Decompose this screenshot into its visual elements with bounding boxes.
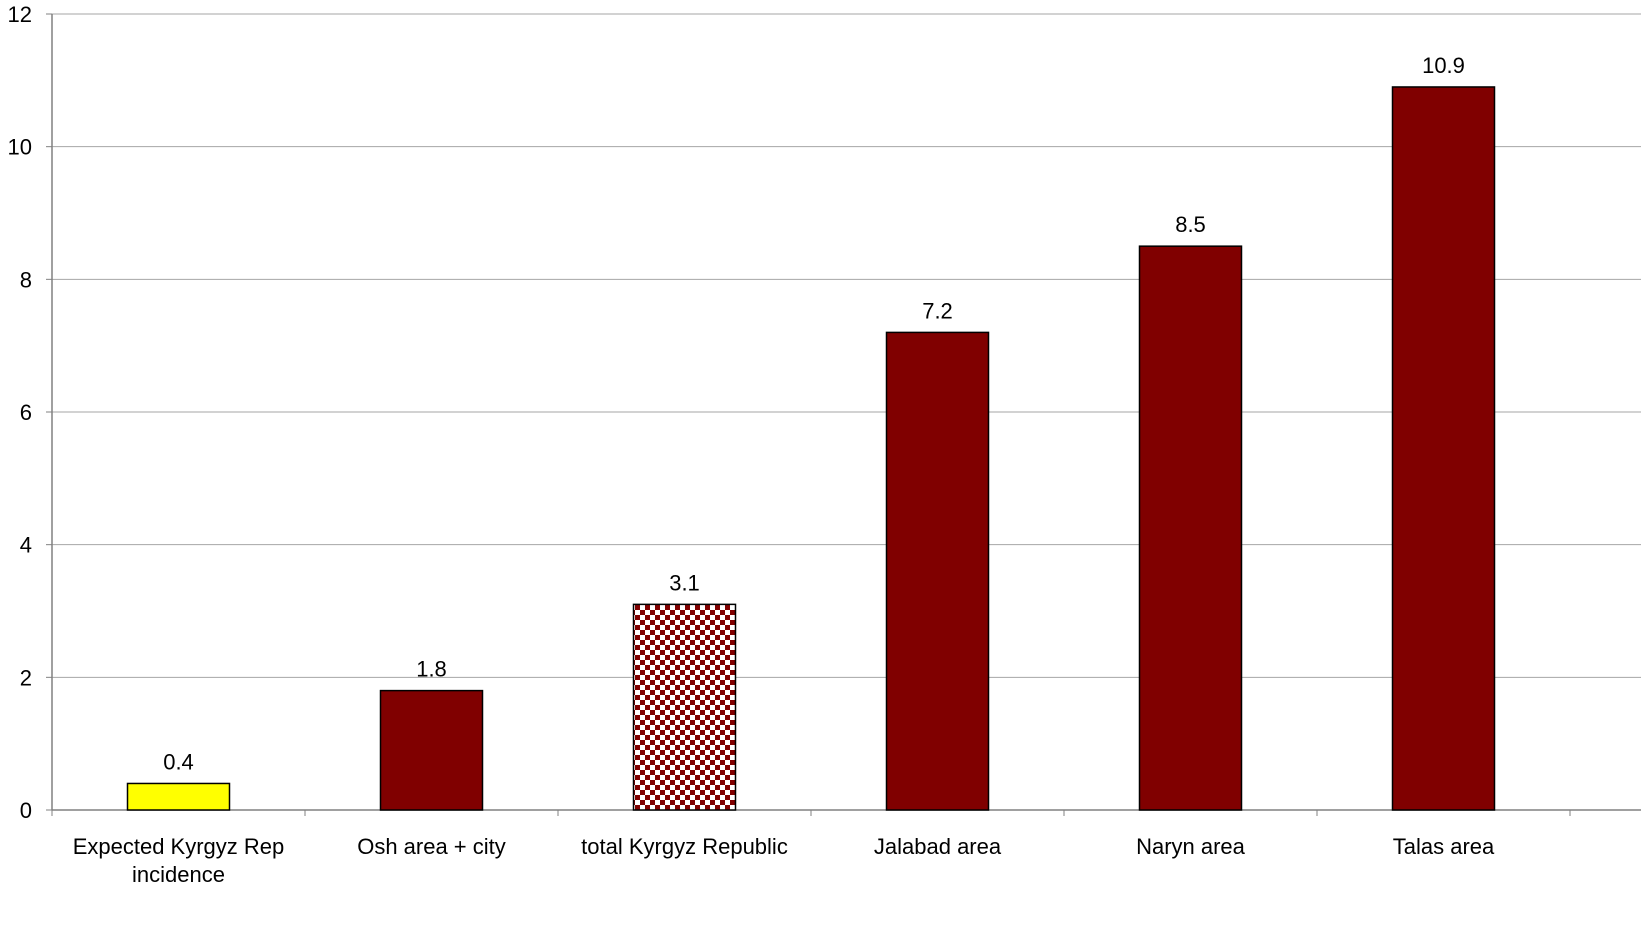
- y-tick-label: 6: [20, 400, 32, 425]
- x-category-label: Naryn area: [1136, 834, 1246, 859]
- y-tick-label: 10: [8, 135, 32, 160]
- bar: [1138, 245, 1243, 811]
- data-label: 3.1: [669, 570, 700, 595]
- bars: [126, 86, 1496, 811]
- y-tick-label: 12: [8, 2, 32, 27]
- x-category-label-line: Naryn area: [1136, 834, 1246, 859]
- labels: 0 2 4 6 8 10 12 0.4 Expected Kyrgyz Rep incidence…: [8, 2, 1495, 887]
- bar: [632, 603, 737, 811]
- data-label: 7.2: [922, 298, 953, 323]
- bar: [126, 782, 231, 811]
- x-category-label-line: incidence: [132, 862, 225, 887]
- x-category-label: Expected Kyrgyz Rep incidence: [73, 834, 285, 887]
- data-label: 0.4: [163, 749, 194, 774]
- x-category-label-line: Jalabad area: [874, 834, 1002, 859]
- gridlines: [52, 13, 1641, 678]
- x-category-label-line: Osh area + city: [357, 834, 506, 859]
- data-label: 1.8: [416, 657, 447, 682]
- x-category-label: Osh area + city: [357, 834, 506, 859]
- bar: [885, 331, 990, 811]
- x-category-label-line: Expected Kyrgyz Rep: [73, 834, 285, 859]
- data-label: 8.5: [1175, 212, 1206, 237]
- y-tick-label: 0: [20, 798, 32, 823]
- x-category-label: Talas area: [1393, 834, 1495, 859]
- x-category-label-line: total Kyrgyz Republic: [581, 834, 788, 859]
- x-category-label: Jalabad area: [874, 834, 1002, 859]
- data-label: 10.9: [1422, 53, 1465, 78]
- axes: [46, 13, 1641, 816]
- bar: [1391, 86, 1496, 811]
- x-category-label: total Kyrgyz Republic: [581, 834, 788, 859]
- y-tick-label: 2: [20, 665, 32, 690]
- bar: [379, 689, 484, 811]
- y-tick-label: 4: [20, 533, 32, 558]
- y-tick-label: 8: [20, 267, 32, 292]
- x-category-label-line: Talas area: [1393, 834, 1495, 859]
